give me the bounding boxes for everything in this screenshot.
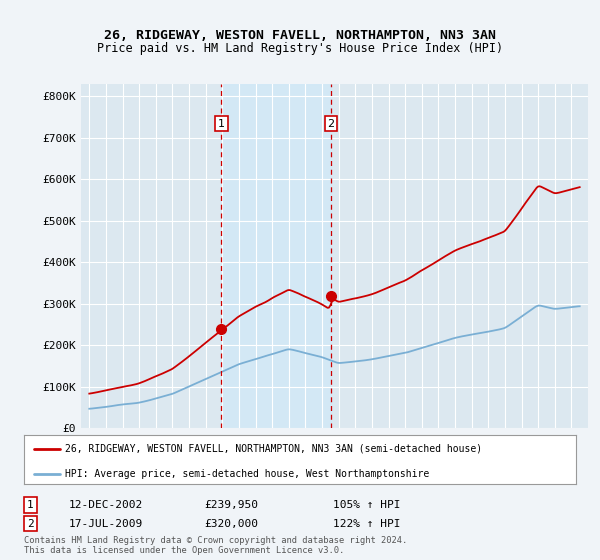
Text: 1: 1 [27, 500, 34, 510]
Text: 17-JUL-2009: 17-JUL-2009 [69, 519, 143, 529]
Text: £320,000: £320,000 [204, 519, 258, 529]
Text: 1: 1 [218, 119, 225, 129]
Text: 105% ↑ HPI: 105% ↑ HPI [333, 500, 401, 510]
Text: £239,950: £239,950 [204, 500, 258, 510]
Text: Price paid vs. HM Land Registry's House Price Index (HPI): Price paid vs. HM Land Registry's House … [97, 42, 503, 55]
Text: 12-DEC-2002: 12-DEC-2002 [69, 500, 143, 510]
Text: 122% ↑ HPI: 122% ↑ HPI [333, 519, 401, 529]
Text: 2: 2 [27, 519, 34, 529]
Text: Contains HM Land Registry data © Crown copyright and database right 2024.: Contains HM Land Registry data © Crown c… [24, 536, 407, 545]
Text: This data is licensed under the Open Government Licence v3.0.: This data is licensed under the Open Gov… [24, 547, 344, 556]
Text: 2: 2 [328, 119, 335, 129]
Bar [221, 84, 331, 428]
Text: 26, RIDGEWAY, WESTON FAVELL, NORTHAMPTON, NN3 3AN: 26, RIDGEWAY, WESTON FAVELL, NORTHAMPTON… [104, 29, 496, 42]
Text: HPI: Average price, semi-detached house, West Northamptonshire: HPI: Average price, semi-detached house,… [65, 469, 430, 479]
Text: 26, RIDGEWAY, WESTON FAVELL, NORTHAMPTON, NN3 3AN (semi-detached house): 26, RIDGEWAY, WESTON FAVELL, NORTHAMPTON… [65, 444, 482, 454]
